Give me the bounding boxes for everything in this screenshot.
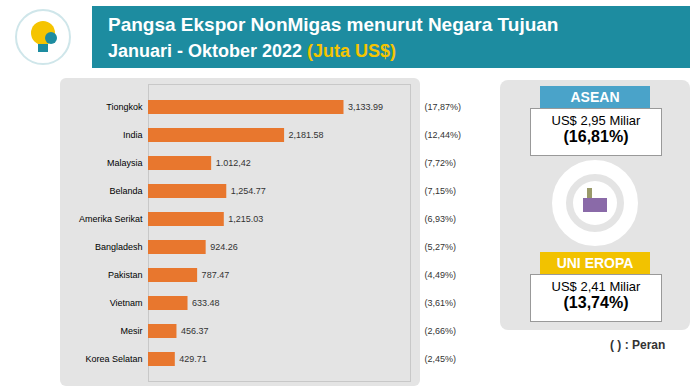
- svg-text:India: India: [123, 130, 143, 140]
- svg-text:456.37: 456.37: [181, 326, 209, 336]
- svg-text:(12,44%): (12,44%): [425, 130, 462, 140]
- svg-text:Tiongkok: Tiongkok: [106, 102, 143, 112]
- svg-text:1,215.03: 1,215.03: [228, 214, 263, 224]
- svg-text:787.47: 787.47: [202, 270, 230, 280]
- svg-text:(5,27%): (5,27%): [425, 242, 457, 252]
- html-text:ASEAN: ASEAN: [570, 89, 620, 105]
- html-text:Januari - Oktober 2022 (Juta U: Januari - Oktober 2022 (Juta US$): [108, 41, 397, 61]
- svg-text:Amerika Serikat: Amerika Serikat: [79, 214, 143, 224]
- svg-text:429.71: 429.71: [179, 354, 207, 364]
- svg-text:Malaysia: Malaysia: [107, 158, 143, 168]
- svg-text:(2,66%): (2,66%): [425, 326, 457, 336]
- svg-text:1,254.77: 1,254.77: [231, 186, 266, 196]
- html-text:(16,81%): (16,81%): [563, 128, 629, 145]
- html-text:US$ 2,41 Miliar: US$ 2,41 Miliar: [551, 279, 641, 294]
- svg-text:Vietnam: Vietnam: [110, 298, 143, 308]
- svg-text:(7,72%): (7,72%): [425, 158, 457, 168]
- svg-text:(4,49%): (4,49%): [425, 270, 457, 280]
- svg-text:2,181.58: 2,181.58: [289, 130, 324, 140]
- svg-text:Mesir: Mesir: [121, 326, 143, 336]
- svg-text:Bangladesh: Bangladesh: [95, 242, 143, 252]
- svg-text:(7,15%): (7,15%): [425, 186, 457, 196]
- svg-text:Belanda: Belanda: [109, 186, 142, 196]
- svg-text:3,133.99: 3,133.99: [348, 102, 383, 112]
- html-text:US$ 2,95 Miliar: US$ 2,95 Miliar: [551, 113, 641, 128]
- svg-text:(2,45%): (2,45%): [425, 354, 457, 364]
- svg-text:Pakistan: Pakistan: [108, 270, 143, 280]
- html-text:(13,74%): (13,74%): [563, 294, 629, 311]
- html-text:UNI EROPA: UNI EROPA: [556, 255, 634, 271]
- svg-text:633.48: 633.48: [192, 298, 220, 308]
- svg-text:1.012,42: 1.012,42: [216, 158, 251, 168]
- html-text:Pangsa Ekspor NonMigas menurut: Pangsa Ekspor NonMigas menurut Negara Tu…: [108, 14, 559, 35]
- svg-text:924.26: 924.26: [210, 242, 238, 252]
- svg-text:(3,61%): (3,61%): [425, 298, 457, 308]
- svg-text:(6,93%): (6,93%): [425, 214, 457, 224]
- svg-text:(17,87%): (17,87%): [425, 102, 462, 112]
- svg-text:Korea Selatan: Korea Selatan: [85, 354, 142, 364]
- html-text:( ) : Peran: ( ) : Peran: [610, 338, 666, 352]
